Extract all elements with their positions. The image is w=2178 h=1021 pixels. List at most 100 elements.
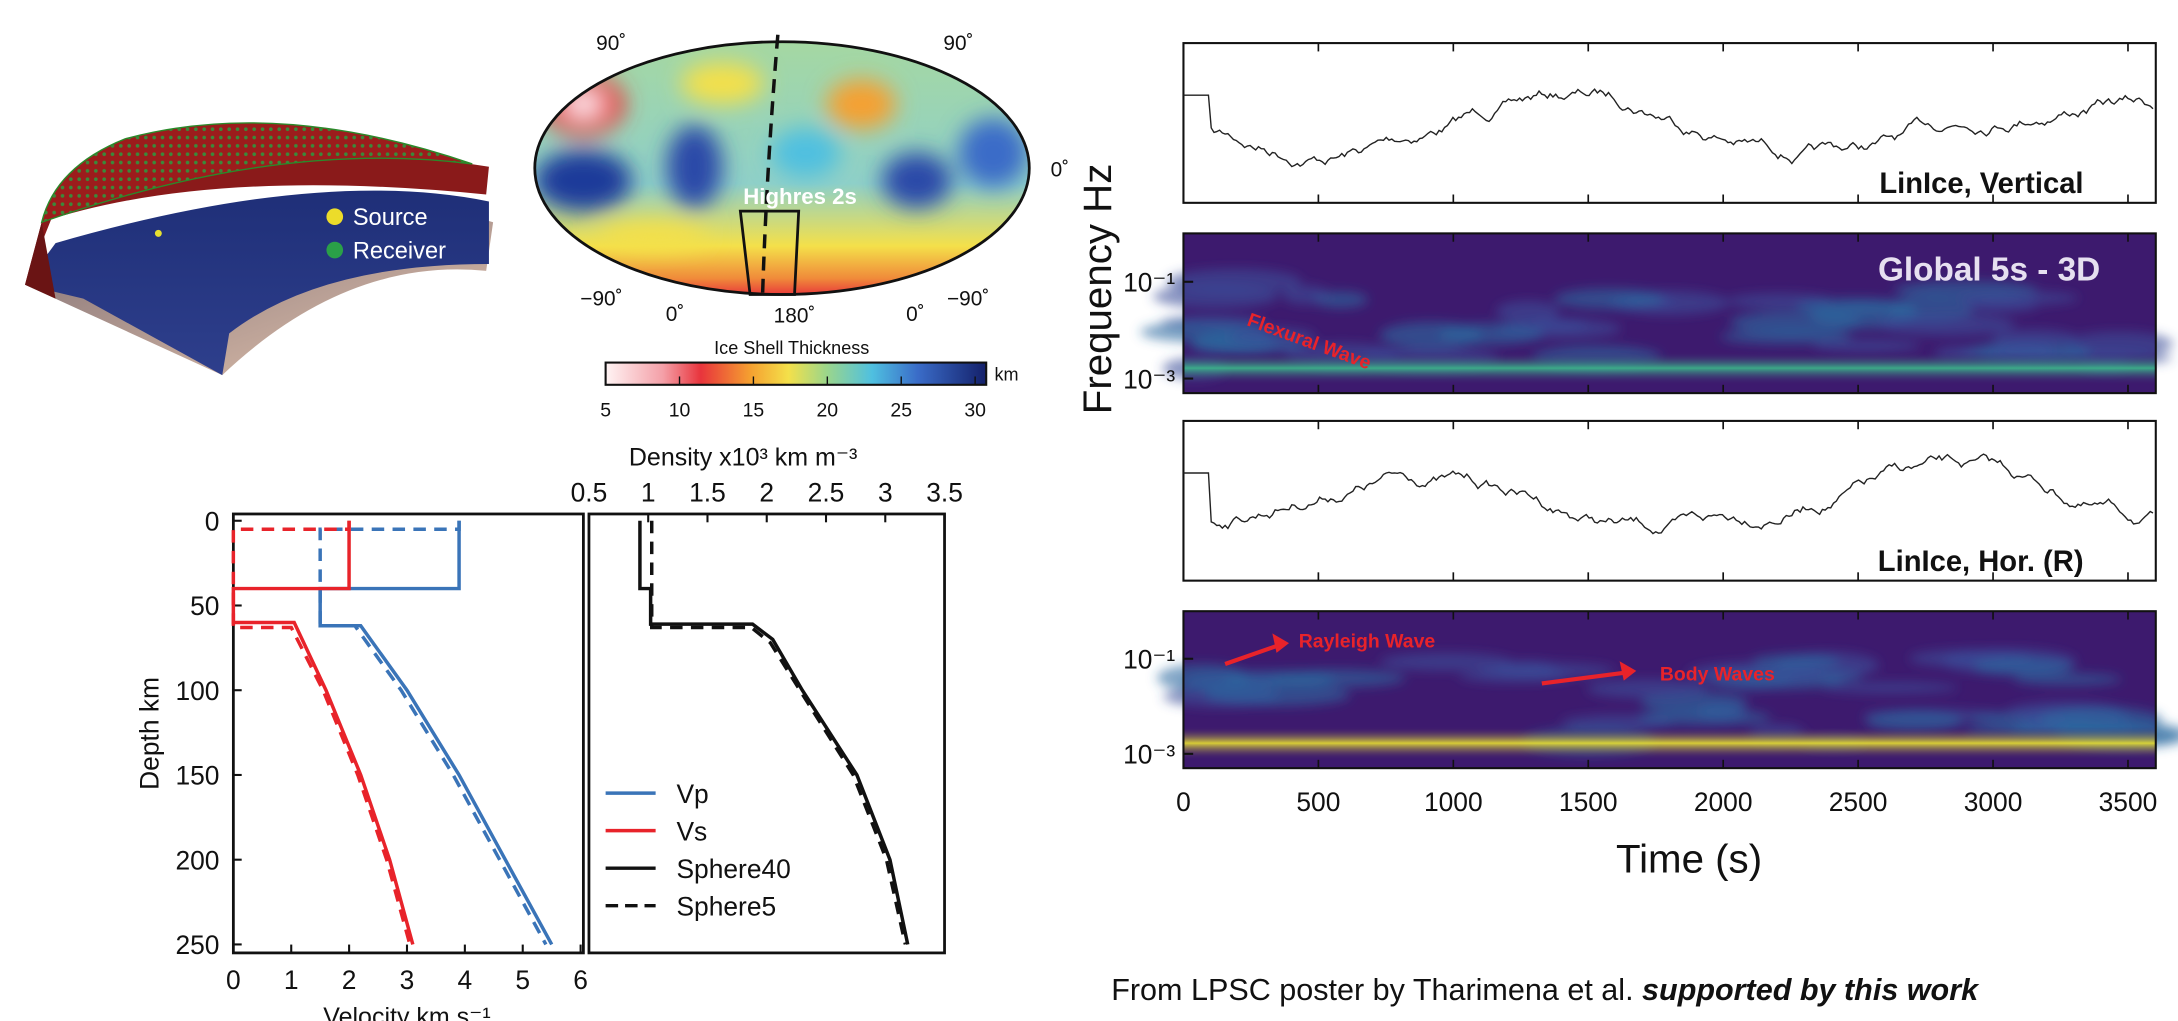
x-tick-label: 0	[1176, 787, 1191, 817]
x2-tick-label: 2	[759, 477, 774, 507]
spectrogram-blob	[2038, 706, 2163, 732]
panel-label: Global 5s - 3D	[1878, 252, 2100, 289]
colorbar-title: Ice Shell Thickness	[714, 338, 869, 358]
spectrogram-blob	[1495, 300, 1560, 323]
spectrogram-blob	[1877, 313, 2016, 336]
spectrogram-blob	[1812, 339, 1921, 353]
x2-tick-label: 3.5	[926, 477, 963, 507]
spectrogram-blob	[2064, 331, 2174, 357]
x2-tick-label: 2.5	[808, 477, 845, 507]
x-tick-label: 6	[573, 965, 588, 995]
x-axis-label: Time (s)	[1616, 836, 1762, 881]
spectrogram-band	[1183, 351, 2156, 385]
x-tick-label: 500	[1296, 787, 1340, 817]
y-tick-label: 50	[190, 591, 219, 621]
x-tick-label: 3	[400, 965, 415, 995]
colorbar-unit: km	[995, 365, 1019, 385]
map-annotation: Highres 2s	[743, 184, 857, 209]
legend-symbol	[326, 208, 344, 226]
legend-label: Receiver	[353, 238, 446, 264]
spectrogram-blob	[1554, 288, 1664, 310]
spectrogram-blob	[1751, 653, 1841, 669]
spectrogram-blob	[1637, 709, 1771, 726]
map-tick-label: −90˚	[947, 288, 989, 311]
x2-tick-label: 0.5	[571, 477, 608, 507]
spectrogram-blob	[1991, 329, 2077, 347]
spectrogram-blob	[1156, 664, 1250, 692]
x-axis-label: Velocity km s⁻¹	[323, 1003, 490, 1021]
caption: From LPSC poster by Tharimena et al. sup…	[1111, 973, 1980, 1007]
x-tick-label: 5	[515, 965, 530, 995]
x-tick-label: 4	[458, 965, 473, 995]
arrow	[1541, 670, 1629, 686]
colorbar	[604, 361, 988, 386]
profile-line	[231, 520, 412, 945]
plot-frame	[1182, 42, 2157, 204]
y-axis-label: Depth km	[134, 677, 164, 790]
x-tick-label: 1000	[1424, 787, 1483, 817]
legend-label: Source	[353, 205, 428, 231]
map-tick-label: 90˚	[596, 32, 626, 55]
spectrogram-blob	[1821, 681, 1959, 694]
spectrogram-blob	[2012, 673, 2122, 686]
model-3d: Source Receiver	[25, 122, 494, 376]
profile-line	[318, 520, 548, 946]
spectrogram-blob	[1586, 679, 1709, 699]
spectrogram-blob	[1973, 657, 2075, 676]
x-tick-label: 3500	[2099, 787, 2158, 817]
legend-label: Vp	[676, 779, 708, 809]
spectrogram-blob	[1478, 663, 1615, 678]
legend-label: Sphere5	[676, 891, 776, 921]
highres-box	[738, 209, 801, 296]
plot-frame	[231, 512, 585, 955]
model-surface	[40, 122, 473, 224]
y-tick-label: 100	[175, 676, 219, 706]
plot-frame	[1182, 419, 2157, 582]
profile-line	[649, 520, 908, 945]
y-tick-label: 250	[175, 930, 219, 960]
spectrogram-blob	[1204, 683, 1351, 707]
profile-line	[638, 520, 910, 945]
map-tick-label: −90˚	[580, 288, 622, 311]
spectrogram-band	[1183, 726, 2156, 760]
map-field	[534, 41, 1030, 295]
x2-axis-label: Density x10³ km m⁻³	[629, 443, 858, 471]
colorbar-tick-label: 25	[890, 400, 912, 422]
x-tick-label: 3000	[1964, 787, 2023, 817]
colorbar-tick-label: 5	[600, 400, 611, 422]
model-side	[25, 222, 56, 299]
plot-frame	[1182, 610, 2157, 770]
x-tick-label: 0	[226, 965, 241, 995]
legend-symbol	[326, 241, 344, 259]
model-mantle	[25, 190, 489, 376]
y-axis-label: Frequency Hz	[1075, 164, 1120, 415]
arrow-head	[1619, 661, 1637, 681]
y-tick-label: 10⁻¹	[1123, 644, 1175, 674]
legend-label: Vs	[676, 816, 707, 846]
x-tick-label: 2500	[1829, 787, 1888, 817]
spectrogram-blob	[1438, 323, 1544, 345]
waveform	[1183, 453, 2154, 535]
spectrogram-blob	[1795, 298, 1917, 315]
x2-tick-label: 1	[641, 477, 656, 507]
map-tick-label: 180˚	[774, 304, 816, 327]
y-tick-label: 10⁻³	[1123, 740, 1175, 770]
y-tick-label: 150	[175, 761, 219, 791]
panel-label: LinIce, Hor. (R)	[1878, 546, 2084, 578]
source-marker	[154, 229, 162, 237]
map: Highres 2s Ice Shell Thickness km	[533, 34, 1031, 386]
annotation: Rayleigh Wave	[1299, 630, 1436, 652]
x-tick-label: 1500	[1559, 787, 1618, 817]
spectrogram-blob	[1379, 652, 1513, 671]
plot-frame	[1182, 232, 2157, 395]
map-tick-label: 90˚	[943, 32, 973, 55]
x2-tick-label: 3	[878, 477, 893, 507]
y-tick-label: 200	[175, 845, 219, 875]
profile-line	[231, 520, 415, 945]
spectrogram-blob	[1865, 710, 1964, 732]
x2-tick-label: 1.5	[689, 477, 726, 507]
colorbar-tick-label: 15	[743, 400, 765, 422]
